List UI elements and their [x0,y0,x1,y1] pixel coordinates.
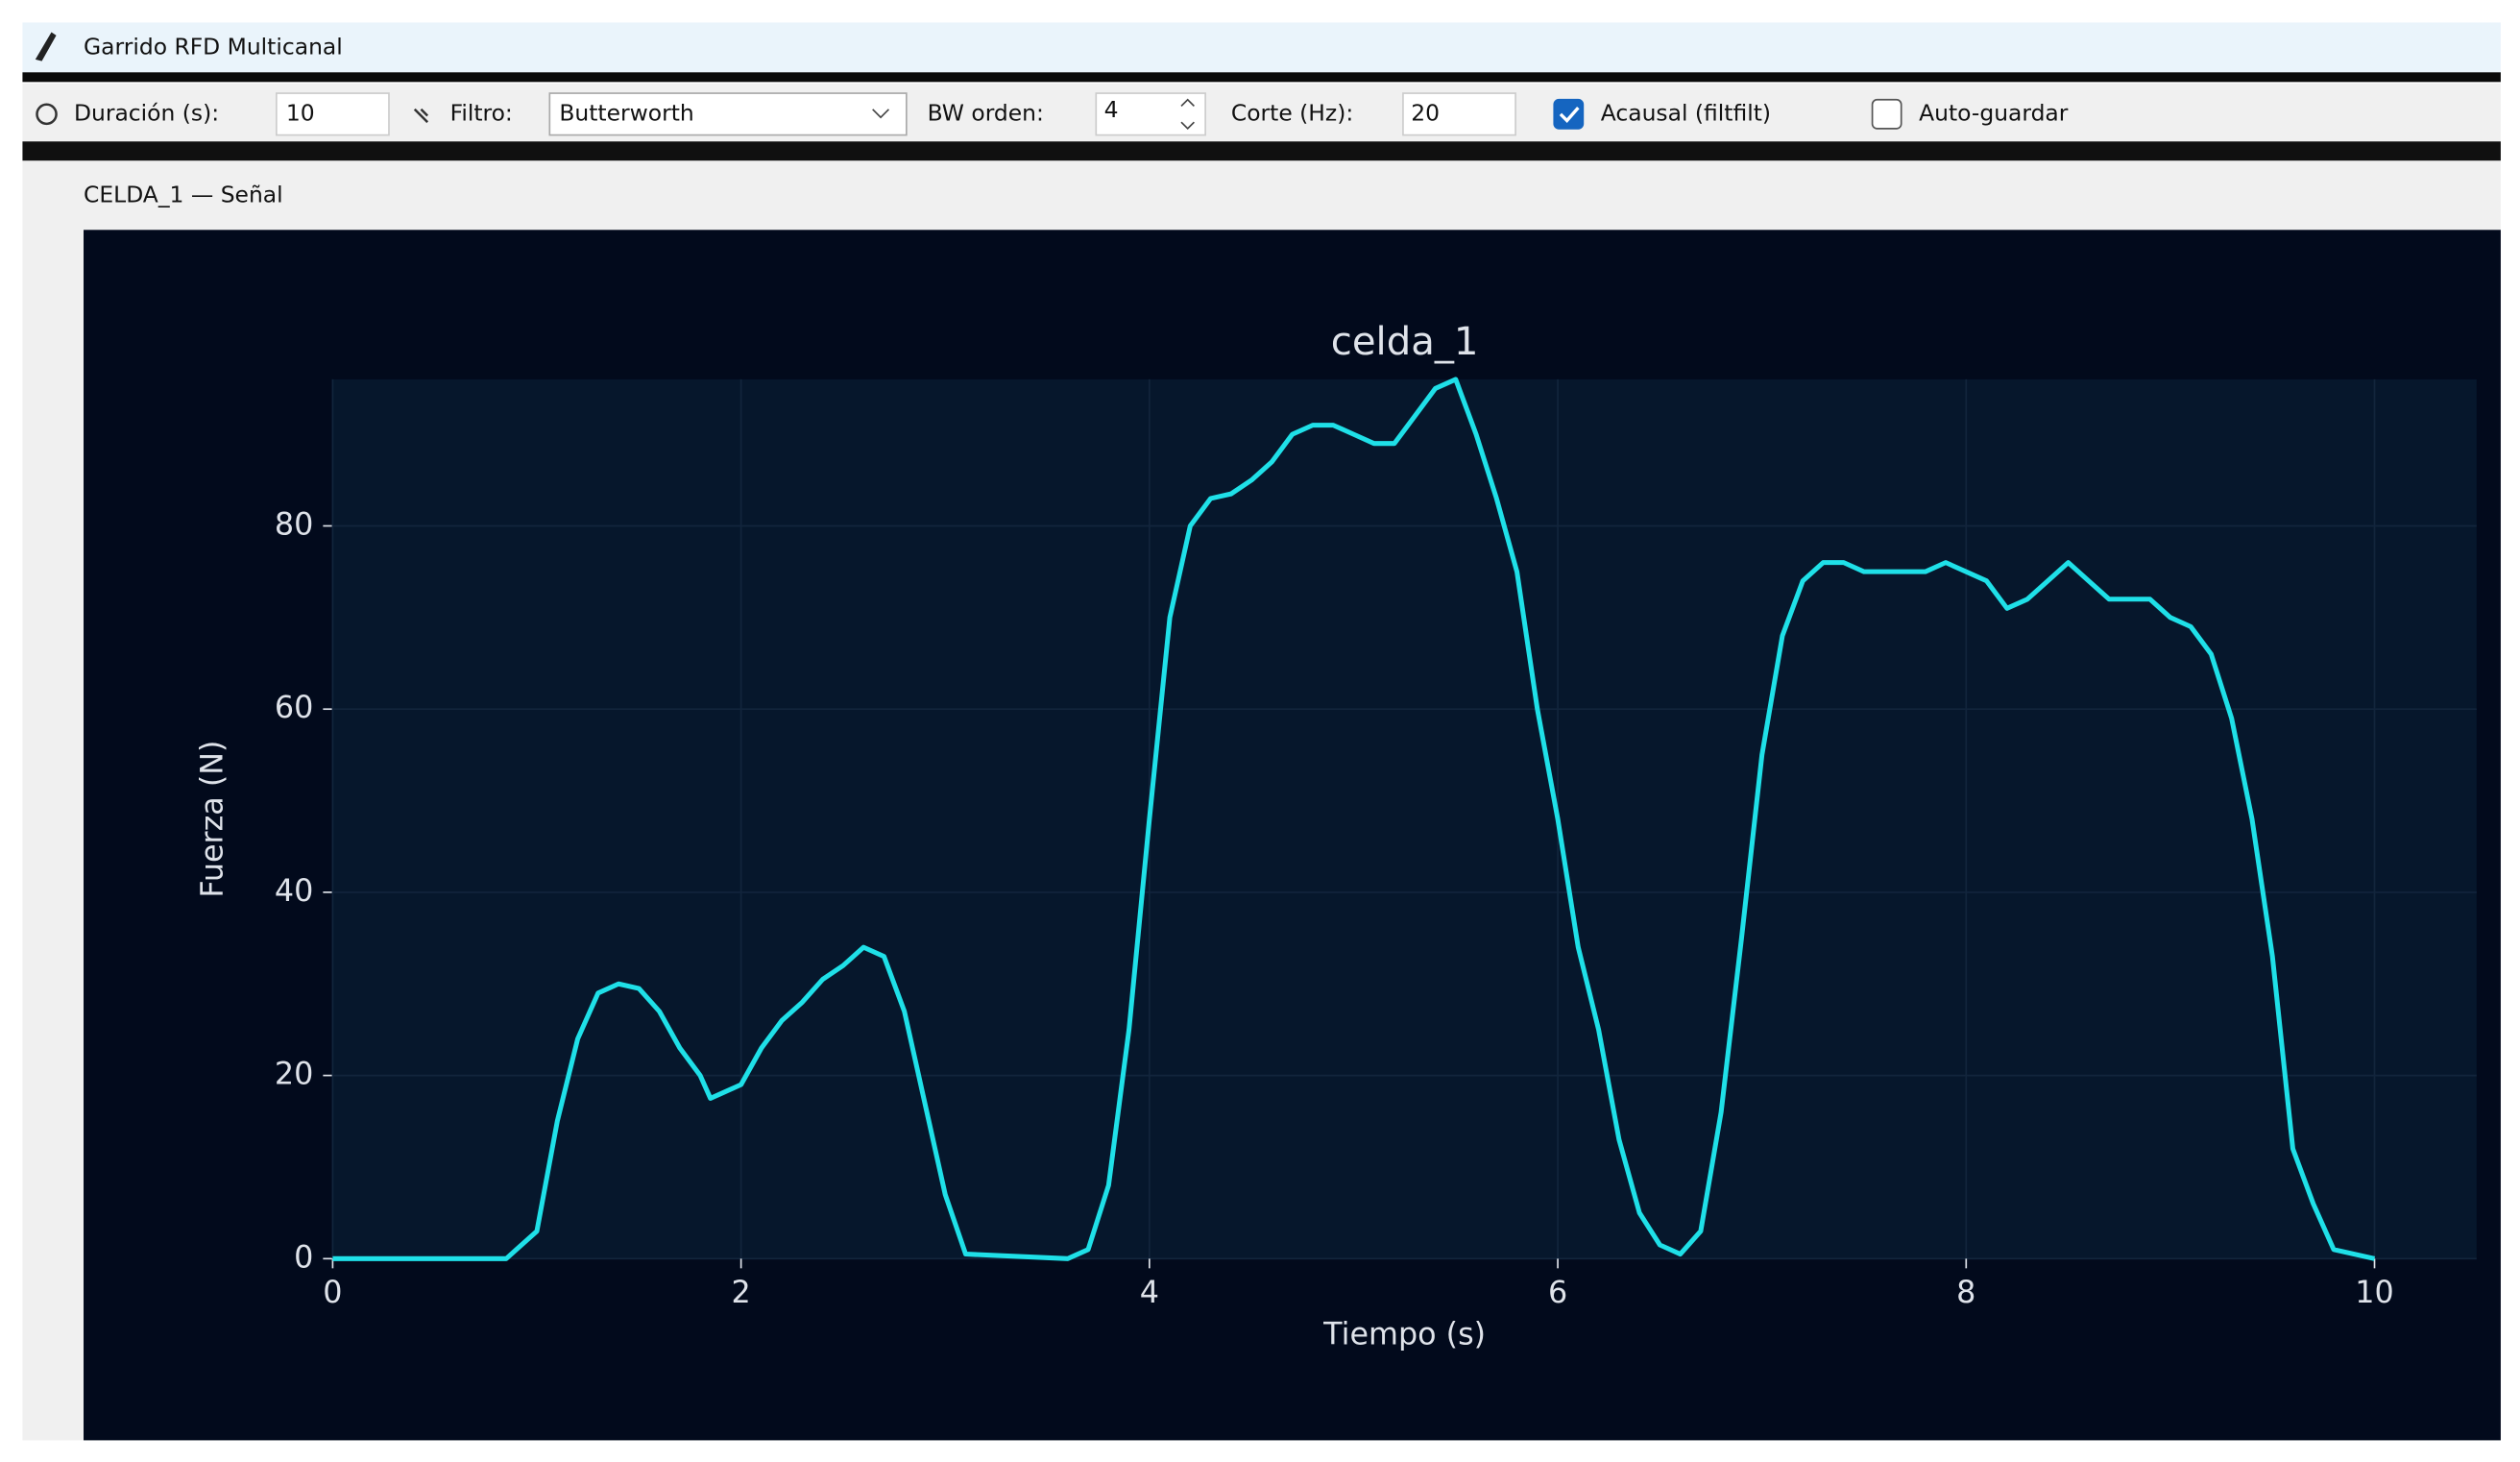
y-tick-label: 80 [275,506,313,542]
cutoff-value: 20 [1411,99,1440,126]
duration-label: Duración (s): [74,99,219,126]
check-mark [1559,107,1580,123]
x-tick-label: 2 [732,1275,751,1310]
acausal-label: Acausal (filtfilt) [1601,99,1771,126]
filter-label: Filtro: [450,99,513,126]
chart-title: celda_1 [1331,320,1479,364]
x-tick-label: 4 [1140,1275,1159,1310]
autosave-checkbox[interactable] [1871,98,1902,130]
window-title: Garrido RFD Multicanal [84,34,343,61]
x-tick-label: 10 [2355,1275,2393,1310]
data-line [332,377,2376,1261]
x-axis-label: Tiempo (s) [1322,1317,1486,1352]
filter-icon [413,108,429,124]
order-value: 4 [1104,96,1119,123]
y-tick-label: 40 [275,873,313,909]
cutoff-label: Corte (Hz): [1231,99,1353,126]
filter-select[interactable] [548,92,908,136]
y-tick-label: 20 [275,1057,313,1092]
app-icon [35,32,57,61]
spin-buttons[interactable] [1180,98,1195,131]
plot-area [332,378,2477,1259]
cutoff-input[interactable] [1402,92,1516,136]
order-label: BW orden: [928,99,1044,126]
title-bar [22,22,2501,74]
x-tick-label: 0 [323,1275,342,1310]
duration-input[interactable] [276,92,390,136]
y-tick-label: 60 [275,690,313,725]
duration-value: 10 [286,99,315,126]
dropdown-arrow [872,109,890,119]
separator [22,141,2501,161]
separator [22,72,2501,83]
autosave-label: Auto-guardar [1919,99,2069,126]
chart: celda_1 0 20 40 60 80 0 2 4 6 8 10 Tiempo (s) Fuerza … [195,320,2477,1352]
filter-value: Butterworth [559,99,693,126]
panel-title: CELDA_1 — Señal [84,182,283,208]
y-tick-label: 0 [294,1239,313,1275]
y-axis-label: Fuerza (N) [195,741,230,898]
acausal-checkbox[interactable] [1553,98,1585,130]
toolbar [22,84,2501,142]
clock-icon [36,103,58,126]
x-tick-label: 6 [1548,1275,1567,1310]
x-tick-label: 8 [1956,1275,1975,1310]
